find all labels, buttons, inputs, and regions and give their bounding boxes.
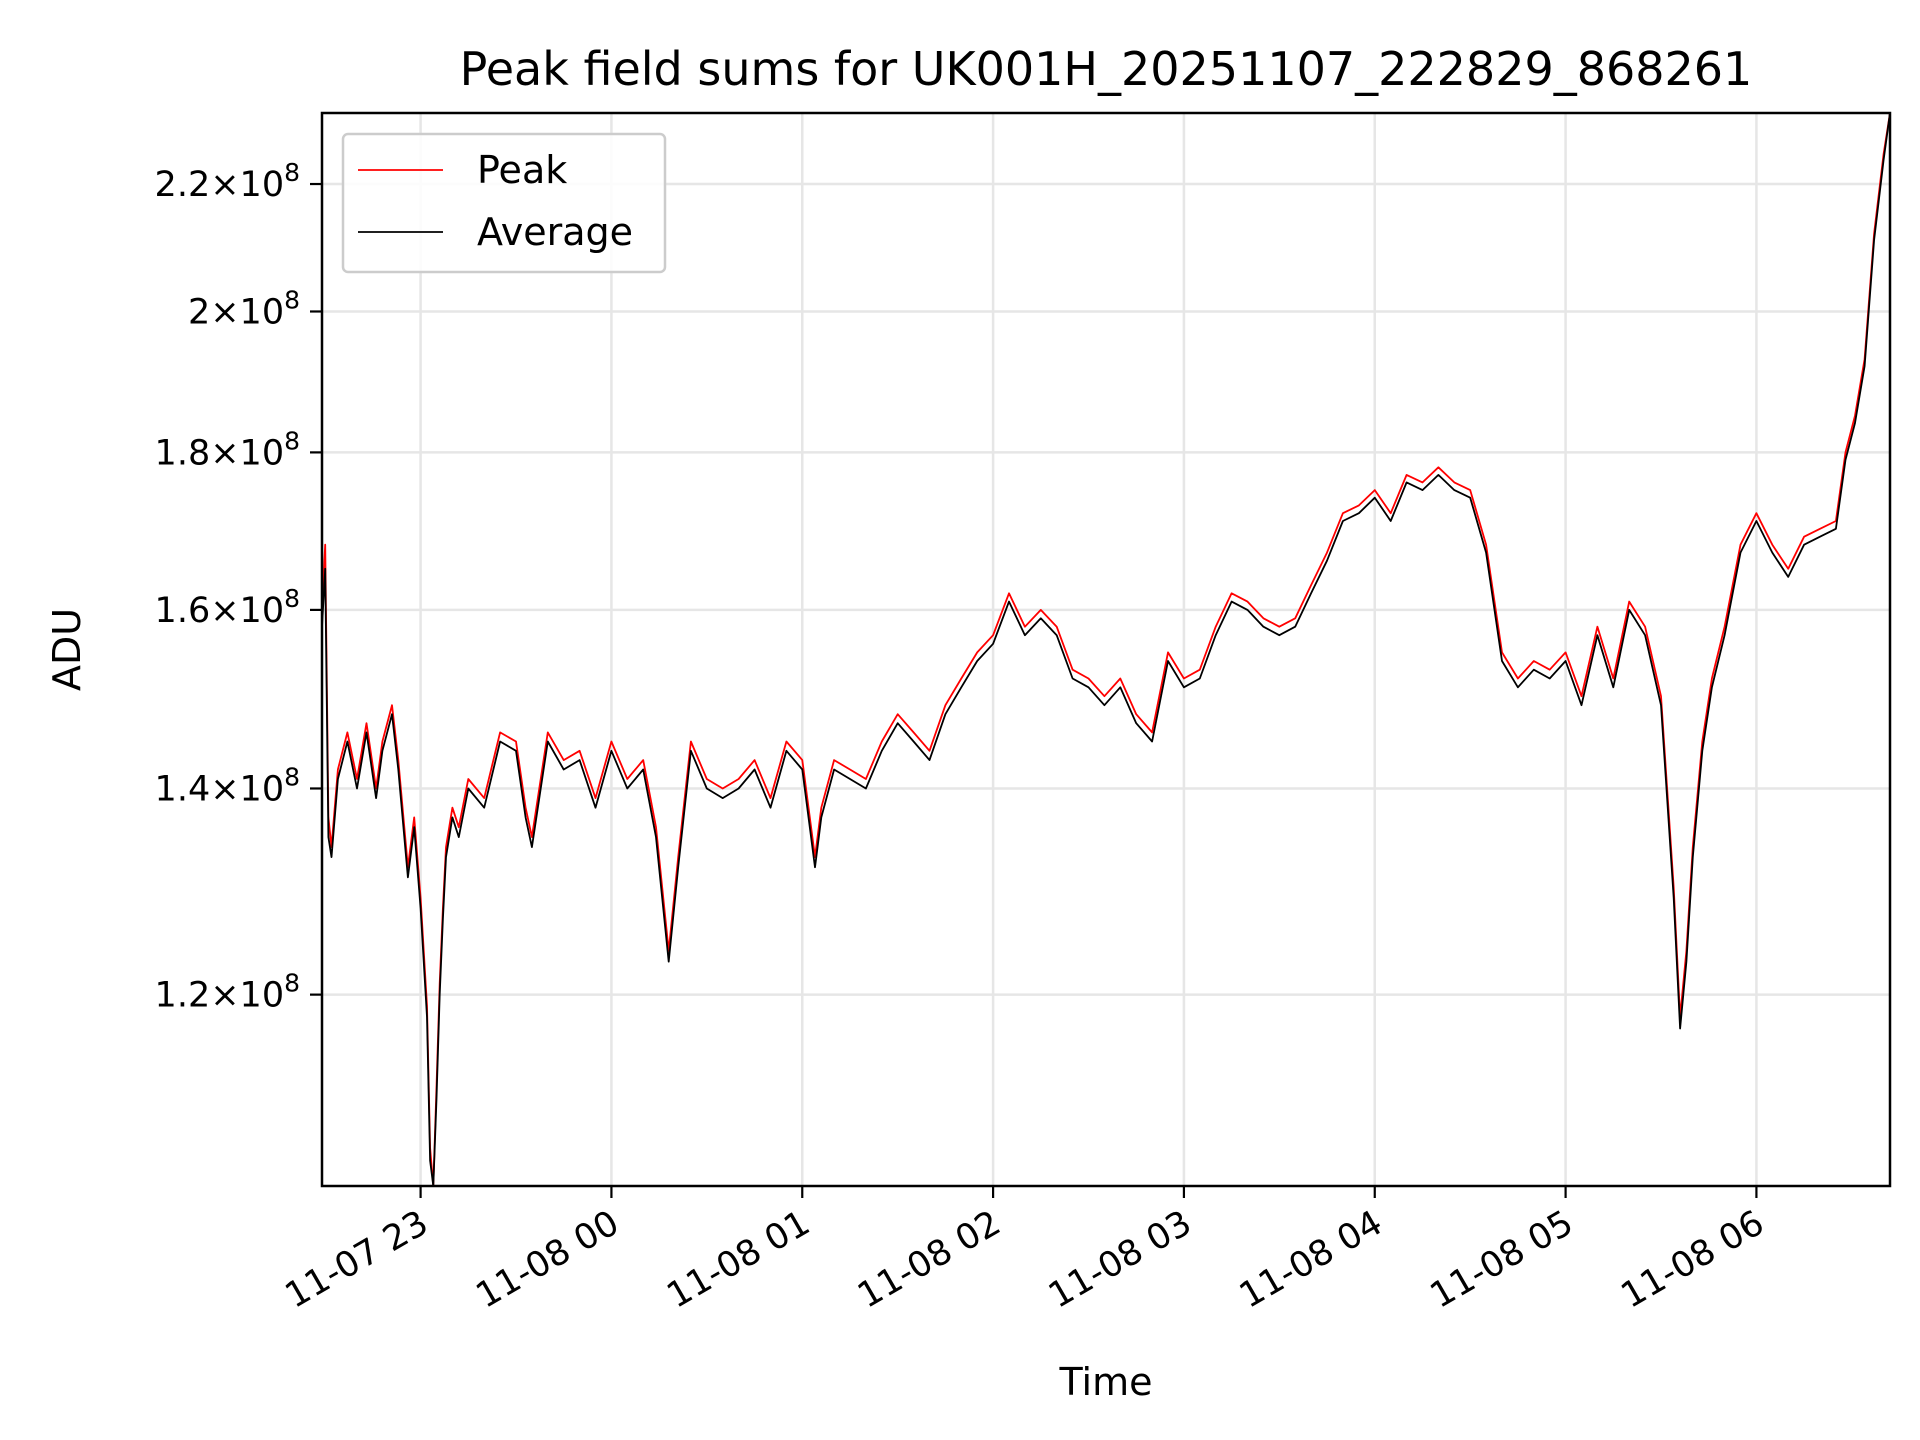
legend-average-label: Average [477, 210, 633, 254]
y-tick-exponent: 8 [284, 584, 300, 613]
y-tick-exponent: 8 [284, 426, 300, 455]
y-tick-times: ×10 [210, 292, 284, 332]
y-tick-label: 1.2×108 [155, 969, 300, 1016]
y-tick-times: ×10 [210, 591, 284, 631]
y-axis-label: ADU [45, 608, 89, 691]
plot-frame [320, 111, 1892, 1188]
legend-peak-label: Peak [477, 148, 567, 192]
y-tick-exponent: 8 [284, 158, 300, 187]
y-tick-times: ×10 [210, 165, 284, 205]
series-line-average [321, 112, 1891, 1187]
y-tick-mantissa: 1.6 [155, 591, 211, 631]
y-tick-mantissa: 2.2 [155, 165, 211, 205]
x-axis-label: Time [1059, 1360, 1153, 1404]
y-tick-exponent: 8 [284, 969, 300, 998]
y-tick-label: 1.6×108 [155, 584, 300, 631]
y-tick-label: 2×108 [188, 285, 300, 332]
legend: Peak Average [341, 132, 667, 274]
y-tick-label: 1.8×108 [155, 426, 300, 473]
y-tick-exponent: 8 [284, 762, 300, 791]
y-tick-mantissa: 1.8 [155, 433, 211, 473]
chart-title: Peak field sums for UK001H_20251107_2228… [460, 42, 1753, 96]
y-tick-times: ×10 [210, 433, 284, 473]
y-tick-mantissa: 1.2 [155, 976, 211, 1016]
y-tick-exponent: 8 [284, 285, 300, 314]
series-layer [321, 112, 1891, 1187]
y-tick-mantissa: 2 [188, 292, 210, 332]
y-tick-times: ×10 [210, 976, 284, 1016]
legend-box [341, 132, 667, 274]
y-tick-mantissa: 1.4 [155, 769, 211, 809]
y-tick-label: 1.4×108 [155, 762, 300, 809]
y-tick-times: ×10 [210, 769, 284, 809]
y-tick-label: 2.2×108 [155, 158, 300, 205]
